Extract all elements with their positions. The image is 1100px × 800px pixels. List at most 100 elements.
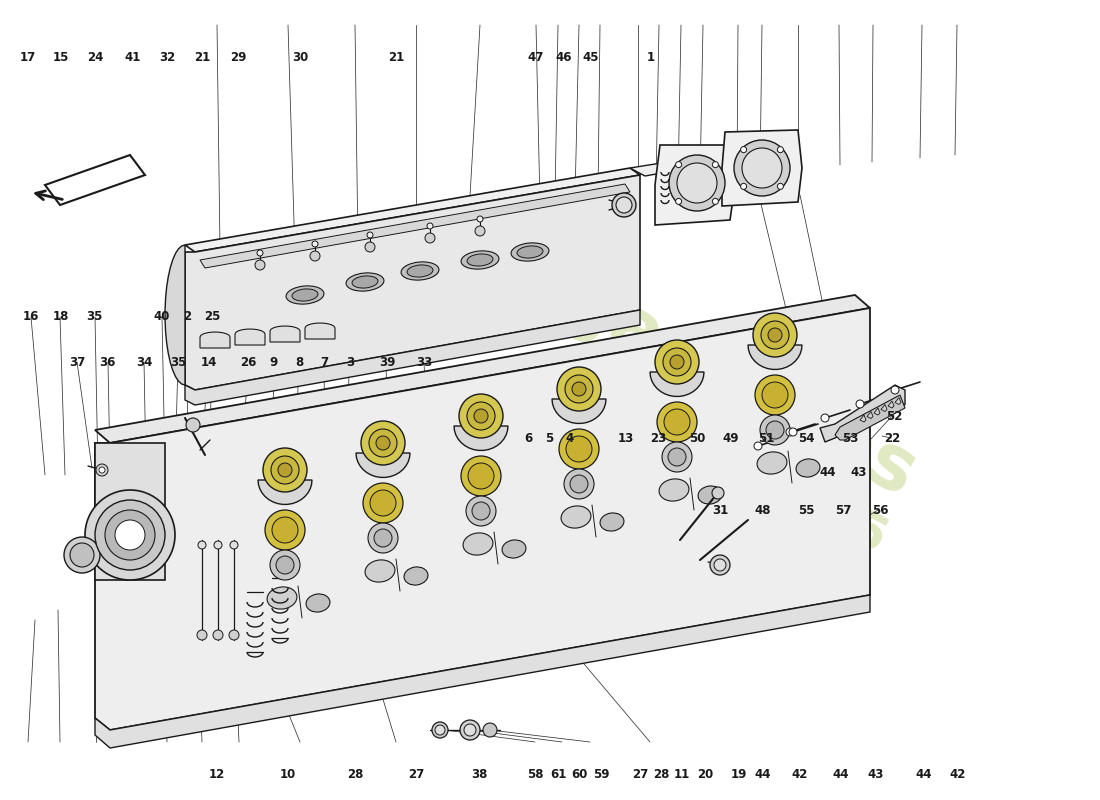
Circle shape: [466, 496, 496, 526]
Ellipse shape: [365, 560, 395, 582]
Polygon shape: [820, 385, 905, 442]
Circle shape: [459, 394, 503, 438]
Circle shape: [64, 537, 100, 573]
Circle shape: [778, 183, 783, 190]
Circle shape: [475, 226, 485, 236]
Polygon shape: [95, 308, 870, 730]
Text: 32: 32: [160, 51, 175, 64]
Polygon shape: [95, 295, 870, 443]
Text: 58: 58: [527, 768, 543, 781]
Polygon shape: [881, 405, 887, 411]
Ellipse shape: [698, 486, 722, 504]
Polygon shape: [874, 408, 880, 415]
Circle shape: [368, 429, 397, 457]
Polygon shape: [305, 323, 336, 339]
Text: 39: 39: [379, 356, 395, 369]
Polygon shape: [258, 480, 312, 504]
Text: since 1985: since 1985: [605, 378, 895, 562]
Circle shape: [856, 400, 864, 408]
Ellipse shape: [286, 286, 323, 304]
Text: 33: 33: [417, 356, 432, 369]
Text: 6: 6: [524, 432, 532, 445]
Text: 44: 44: [832, 768, 849, 781]
Circle shape: [461, 456, 500, 496]
Text: 46: 46: [556, 51, 572, 64]
Text: 34: 34: [136, 356, 152, 369]
Polygon shape: [722, 130, 802, 206]
Polygon shape: [185, 175, 640, 390]
Circle shape: [104, 510, 155, 560]
Text: 44: 44: [755, 768, 770, 781]
Text: 7: 7: [320, 356, 329, 369]
Circle shape: [198, 541, 206, 549]
Circle shape: [263, 448, 307, 492]
Text: 36: 36: [100, 356, 116, 369]
Text: 21: 21: [388, 51, 404, 64]
Text: 1: 1: [647, 51, 656, 64]
Text: 27: 27: [632, 768, 648, 781]
Polygon shape: [748, 345, 802, 370]
Polygon shape: [185, 168, 640, 252]
Text: 31: 31: [713, 504, 728, 517]
Text: Jaspares: Jaspares: [571, 271, 930, 509]
Circle shape: [891, 386, 899, 394]
Ellipse shape: [346, 273, 384, 291]
Text: 14: 14: [201, 356, 217, 369]
Circle shape: [754, 313, 798, 357]
Circle shape: [559, 429, 600, 469]
Text: 56: 56: [871, 504, 889, 517]
Ellipse shape: [512, 243, 549, 261]
Text: 9: 9: [270, 356, 278, 369]
Text: 51: 51: [759, 432, 774, 445]
Polygon shape: [654, 145, 735, 225]
Polygon shape: [165, 245, 185, 385]
Text: 19: 19: [732, 768, 747, 781]
Circle shape: [213, 630, 223, 640]
Circle shape: [468, 402, 495, 430]
Text: 47: 47: [528, 51, 543, 64]
Polygon shape: [630, 160, 690, 176]
Polygon shape: [95, 443, 165, 580]
Circle shape: [713, 162, 718, 168]
Text: 41: 41: [125, 51, 141, 64]
Circle shape: [570, 475, 589, 493]
Circle shape: [754, 442, 762, 450]
Ellipse shape: [601, 513, 624, 531]
Circle shape: [265, 510, 305, 550]
Circle shape: [271, 456, 299, 484]
Polygon shape: [356, 453, 410, 478]
Text: 37: 37: [69, 356, 85, 369]
Circle shape: [713, 198, 718, 204]
Polygon shape: [270, 326, 300, 342]
Text: 24: 24: [88, 51, 103, 64]
Circle shape: [95, 500, 165, 570]
Text: 12: 12: [209, 768, 224, 781]
Circle shape: [565, 375, 593, 403]
Circle shape: [668, 448, 686, 466]
Text: 15: 15: [53, 51, 68, 64]
Ellipse shape: [463, 533, 493, 555]
Circle shape: [742, 148, 782, 188]
Circle shape: [229, 630, 239, 640]
Text: 18: 18: [53, 310, 68, 323]
Text: 60: 60: [572, 768, 587, 781]
Circle shape: [99, 467, 104, 473]
Ellipse shape: [306, 594, 330, 612]
Circle shape: [116, 520, 145, 550]
Circle shape: [468, 463, 494, 489]
Circle shape: [712, 487, 724, 499]
Circle shape: [664, 409, 690, 435]
Text: 4: 4: [565, 432, 574, 445]
Circle shape: [710, 555, 730, 575]
Polygon shape: [95, 595, 870, 748]
Circle shape: [312, 241, 318, 247]
Text: 49: 49: [723, 432, 739, 445]
Circle shape: [657, 402, 697, 442]
Ellipse shape: [267, 587, 297, 609]
Circle shape: [762, 382, 788, 408]
Text: 17: 17: [20, 51, 35, 64]
Text: 57: 57: [836, 504, 851, 517]
Polygon shape: [650, 372, 704, 396]
Polygon shape: [888, 401, 894, 408]
Text: 13: 13: [618, 432, 634, 445]
